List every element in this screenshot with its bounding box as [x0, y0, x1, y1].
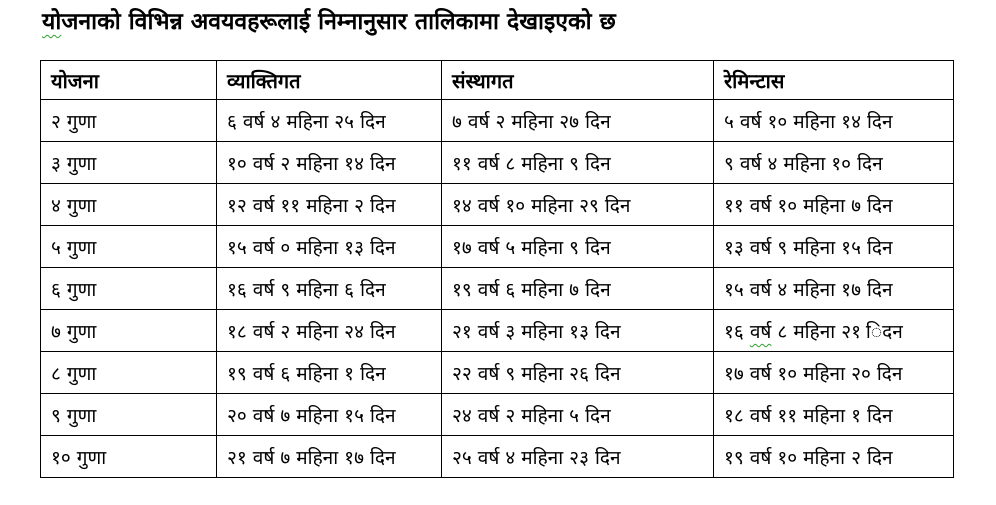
table-row: ४ गुणा १२ वर्ष ११ महिना २ दिन १४ वर्ष १० म… — [40, 183, 954, 227]
table-cell: १७ वर्ष १० महिना २० दिन — [713, 351, 954, 395]
table-cell: २५ वर्ष ४ महिना २३ दिन — [441, 435, 714, 479]
column-header-remintas: रेमिन्टास — [713, 60, 954, 101]
table-row: ७ गुणा १८ वर्ष २ महिना २४ दिन २१ वर्ष ३ मह… — [40, 309, 954, 353]
table-body: २ गुणा ६ वर्ष ४ महिना २५ दिन ७ वर्ष २ महिन… — [40, 99, 954, 479]
table-row: ८ गुणा १९ वर्ष ६ महिना १ दिन २२ वर्ष ९ महि… — [40, 351, 954, 395]
table-cell: १० गुणा — [40, 435, 217, 479]
table-cell: १९ वर्ष ६ महिना ७ दिन — [441, 267, 714, 311]
table-cell: १६ वर्ष ९ महिना ६ दिन — [216, 267, 442, 311]
table-cell: २१ वर्ष ३ महिना १३ दिन — [441, 309, 714, 353]
table-cell: ७ गुणा — [40, 309, 217, 353]
table-cell: १९ वर्ष ६ महिना १ दिन — [216, 351, 442, 395]
table-cell: ६ वर्ष ४ महिना २५ दिन — [216, 99, 442, 143]
table-row: ३ गुणा १० वर्ष २ महिना १४ दिन ११ वर्ष ८ मह… — [40, 141, 954, 185]
title-squiggle-prefix: यो — [42, 9, 62, 35]
spellcheck-squiggle-word: वर्ष — [749, 320, 772, 343]
table-cell: २ गुणा — [40, 99, 217, 143]
table-cell: ३ गुणा — [40, 141, 217, 185]
table-cell: ८ गुणा — [40, 351, 217, 395]
table-cell: ११ वर्ष ८ महिना ९ दिन — [441, 141, 714, 185]
table-cell: ९ वर्ष ४ महिना १० दिन — [713, 141, 954, 185]
table-cell: २१ वर्ष ७ महिना १७ दिन — [216, 435, 442, 479]
page-title: योजनाको विभिन्न अवयवहरूलाई निम्नानुसार त… — [42, 6, 996, 39]
table-cell: ११ वर्ष १० महिना ७ दिन — [713, 183, 954, 227]
column-header-yojana: योजना — [40, 60, 217, 101]
table-cell: ७ वर्ष २ महिना २७ दिन — [441, 99, 714, 143]
table-row: १० गुणा २१ वर्ष ७ महिना १७ दिन २५ वर्ष ४ म… — [40, 435, 954, 479]
data-table: योजना व्याक्तिगत संस्थागत रेमिन्टास २ गु… — [40, 60, 954, 479]
title-rest: जनाको विभिन्न अवयवहरूलाई निम्नानुसार ताल… — [61, 9, 616, 35]
table-cell: १५ वर्ष ० महिना १३ दिन — [216, 225, 442, 269]
table-cell: २२ वर्ष ९ महिना २६ दिन — [441, 351, 714, 395]
header-row: योजना व्याक्तिगत संस्थागत रेमिन्टास — [40, 60, 954, 101]
table-cell: २४ वर्ष २ महिना ५ दिन — [441, 393, 714, 437]
table-cell: ९ गुणा — [40, 393, 217, 437]
column-header-vyaktigat: व्याक्तिगत — [216, 60, 442, 101]
table-cell: १८ वर्ष ११ महिना १ दिन — [713, 393, 954, 437]
table-cell: २० वर्ष ७ महिना १५ दिन — [216, 393, 442, 437]
table-cell: ६ गुणा — [40, 267, 217, 311]
table-row: ९ गुणा २० वर्ष ७ महिना १५ दिन २४ वर्ष २ मह… — [40, 393, 954, 437]
table-cell: १० वर्ष २ महिना १४ दिन — [216, 141, 442, 185]
table-cell: १७ वर्ष ५ महिना ९ दिन — [441, 225, 714, 269]
table-cell: १३ वर्ष ९ महिना १५ दिन — [713, 225, 954, 269]
table-cell: १९ वर्ष १० महिना २ दिन — [713, 435, 954, 479]
table-cell: १८ वर्ष २ महिना २४ दिन — [216, 309, 442, 353]
table-cell: १५ वर्ष ४ महिना १७ दिन — [713, 267, 954, 311]
table-cell: ५ गुणा — [40, 225, 217, 269]
table-cell: १२ वर्ष ११ महिना २ दिन — [216, 183, 442, 227]
column-header-sansthagat: संस्थागत — [441, 60, 714, 101]
table-row: ५ गुणा १५ वर्ष ० महिना १३ दिन १७ वर्ष ५ मह… — [40, 225, 954, 269]
table-cell: १६ वर्ष ८ महिना २१ िदन — [713, 309, 954, 353]
table-cell: १४ वर्ष १० महिना २९ दिन — [441, 183, 714, 227]
table-header: योजना व्याक्तिगत संस्थागत रेमिन्टास — [40, 60, 954, 101]
table-cell: ५ वर्ष १० महिना १४ दिन — [713, 99, 954, 143]
table-row: २ गुणा ६ वर्ष ४ महिना २५ दिन ७ वर्ष २ महिन… — [40, 99, 954, 143]
table-row: ६ गुणा १६ वर्ष ९ महिना ६ दिन १९ वर्ष ६ महि… — [40, 267, 954, 311]
table-cell: ४ गुणा — [40, 183, 217, 227]
